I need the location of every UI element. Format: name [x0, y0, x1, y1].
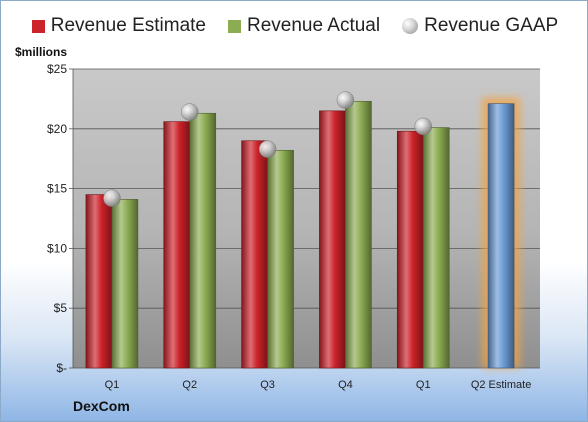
legend-item-estimate: Revenue Estimate: [31, 15, 206, 37]
bar-revenue-actual: [345, 100, 372, 369]
legend-item-actual: Revenue Actual: [228, 15, 380, 37]
x-tick-label: Q2: [182, 379, 197, 391]
point-revenue-gaap: [336, 91, 355, 109]
bar-revenue-actual: [111, 199, 139, 369]
point-revenue-gaap: [103, 189, 121, 207]
x-tick-label: Q1: [105, 379, 120, 391]
bar-revenue-actual: [267, 150, 294, 369]
y-tick-label: $20: [47, 122, 67, 136]
legend-swatch-actual: [228, 19, 241, 33]
x-tick-label: Q3: [260, 379, 275, 391]
point-revenue-gaap: [258, 140, 277, 158]
bar-projection: [487, 103, 515, 369]
units-label: $millions: [15, 45, 68, 59]
x-tick-label: Q4: [338, 379, 353, 391]
bar-revenue-actual: [422, 127, 450, 369]
legend-label-actual: Revenue Actual: [247, 15, 381, 36]
point-revenue-gaap: [414, 117, 432, 136]
bar-revenue-estimate: [319, 110, 346, 369]
y-tick-label: $15: [47, 182, 67, 196]
x-tick-label: Q1: [416, 379, 431, 391]
legend-label-estimate: Revenue Estimate: [50, 15, 206, 36]
bar-revenue-estimate: [396, 130, 424, 369]
legend-item-gaap: Revenue GAAP: [402, 15, 558, 37]
y-tick-label: $25: [47, 62, 67, 76]
legend-swatch-estimate: [31, 19, 45, 33]
bar-revenue-estimate: [163, 121, 191, 369]
bar-revenue-actual: [189, 112, 217, 369]
bar-revenue-estimate: [85, 194, 113, 369]
point-revenue-gaap: [181, 103, 199, 121]
y-tick-label: $-: [56, 361, 67, 375]
bar-revenue-estimate: [241, 140, 268, 369]
chart-legend: Revenue Estimate Revenue Actual Revenue …: [1, 15, 587, 37]
x-tick-label: Q2 Estimate: [471, 379, 532, 391]
company-name: DexCom: [73, 398, 130, 414]
y-tick-label: $10: [47, 241, 67, 255]
legend-label-gaap: Revenue GAAP: [424, 15, 559, 36]
plot-area: [73, 69, 540, 368]
y-tick-label: $5: [54, 301, 68, 315]
legend-sphere-icon: [402, 18, 419, 34]
